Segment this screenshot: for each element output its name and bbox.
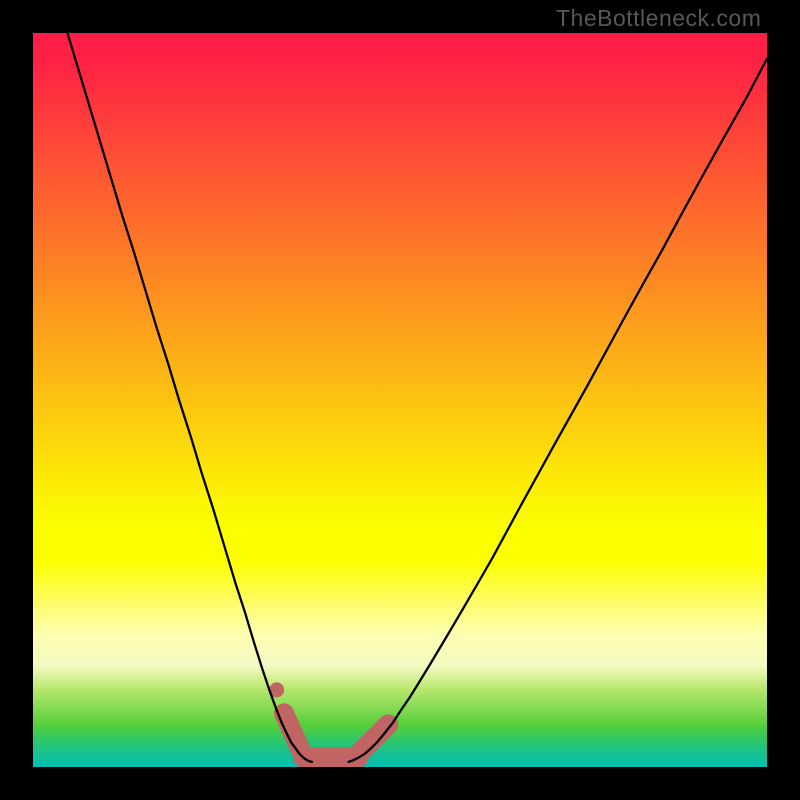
curve-overlay xyxy=(33,33,767,767)
chart-frame: TheBottleneck.com xyxy=(0,0,800,800)
plot-area xyxy=(33,33,767,767)
watermark-label: TheBottleneck.com xyxy=(556,5,761,32)
